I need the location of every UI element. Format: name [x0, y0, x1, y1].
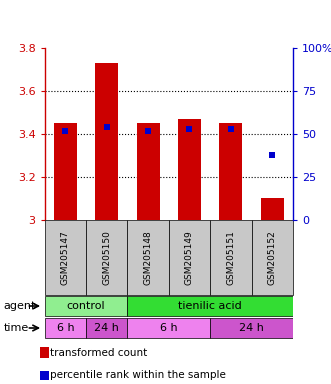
Text: 24 h: 24 h: [239, 323, 264, 333]
Bar: [45, 220, 86, 295]
Bar: [127, 318, 210, 338]
Text: GSM205147: GSM205147: [61, 230, 70, 285]
Bar: [169, 220, 210, 295]
Text: percentile rank within the sample: percentile rank within the sample: [50, 370, 226, 380]
Bar: [86, 318, 127, 338]
Bar: [54, 123, 77, 220]
Bar: [45, 296, 127, 316]
Bar: [40, 371, 49, 379]
Text: transformed count: transformed count: [50, 348, 148, 358]
Bar: [45, 318, 86, 338]
Bar: [219, 123, 242, 220]
Bar: [127, 220, 169, 295]
Bar: [40, 347, 49, 358]
Text: 6 h: 6 h: [160, 323, 178, 333]
Bar: [252, 220, 293, 295]
Bar: [86, 220, 127, 295]
Text: agent: agent: [3, 301, 36, 311]
Text: GSM205148: GSM205148: [144, 230, 153, 285]
Text: GSM205152: GSM205152: [268, 230, 277, 285]
Bar: [178, 119, 201, 220]
Bar: [127, 296, 293, 316]
Text: 24 h: 24 h: [94, 323, 119, 333]
Text: time: time: [3, 323, 28, 333]
Text: 6 h: 6 h: [57, 323, 74, 333]
Text: tienilic acid: tienilic acid: [178, 301, 242, 311]
Bar: [210, 220, 252, 295]
Text: GSM205150: GSM205150: [102, 230, 111, 285]
Bar: [137, 123, 160, 220]
Bar: [95, 63, 118, 220]
Bar: [261, 199, 284, 220]
Bar: [210, 318, 293, 338]
Text: GSM205151: GSM205151: [226, 230, 235, 285]
Text: GSM205149: GSM205149: [185, 230, 194, 285]
Text: control: control: [67, 301, 105, 311]
